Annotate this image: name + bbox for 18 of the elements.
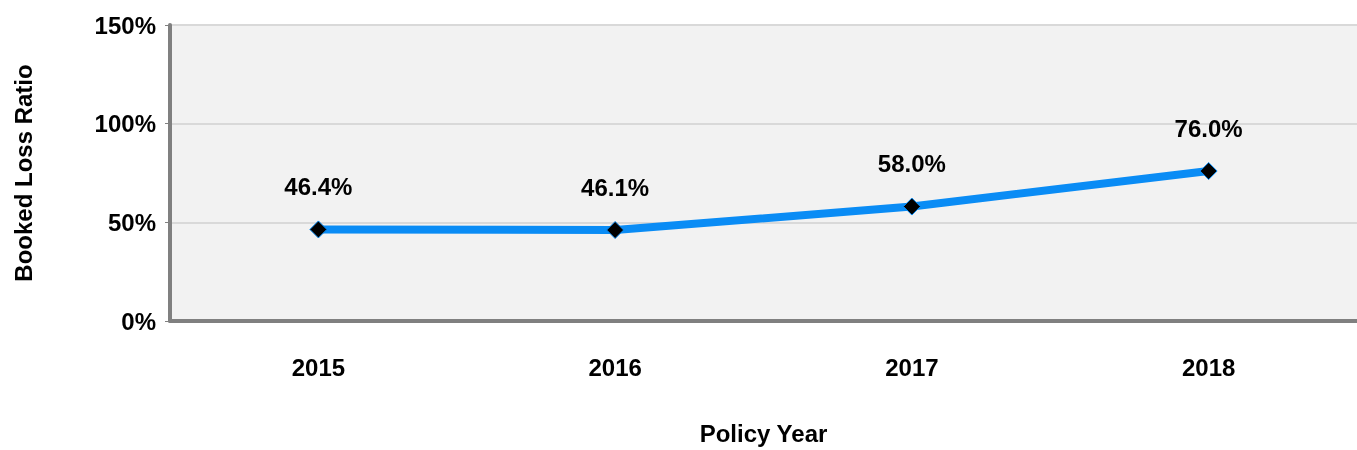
x-tick-label: 2017 (885, 353, 939, 381)
data-label: 46.4% (284, 172, 353, 200)
y-tick-label: 0% (121, 307, 156, 335)
data-label: 76.0% (1174, 114, 1243, 142)
point (902, 197, 921, 216)
point (606, 221, 625, 240)
data-label: 46.1% (581, 173, 650, 201)
x-tick-label: 2015 (291, 353, 346, 381)
data-label: 58.0% (877, 150, 946, 178)
y-axis-title: Booked Loss Ratio (9, 64, 37, 282)
y-tick-label: 50% (107, 208, 156, 236)
x-tick-label: 2016 (588, 353, 642, 381)
x-axis-title: Policy Year (699, 419, 828, 447)
point (309, 220, 328, 239)
point (1199, 162, 1218, 181)
y-tick-label: 150% (94, 11, 156, 39)
x-tick-label: 2018 (1181, 353, 1236, 381)
y-tick-label: 100% (94, 110, 156, 138)
